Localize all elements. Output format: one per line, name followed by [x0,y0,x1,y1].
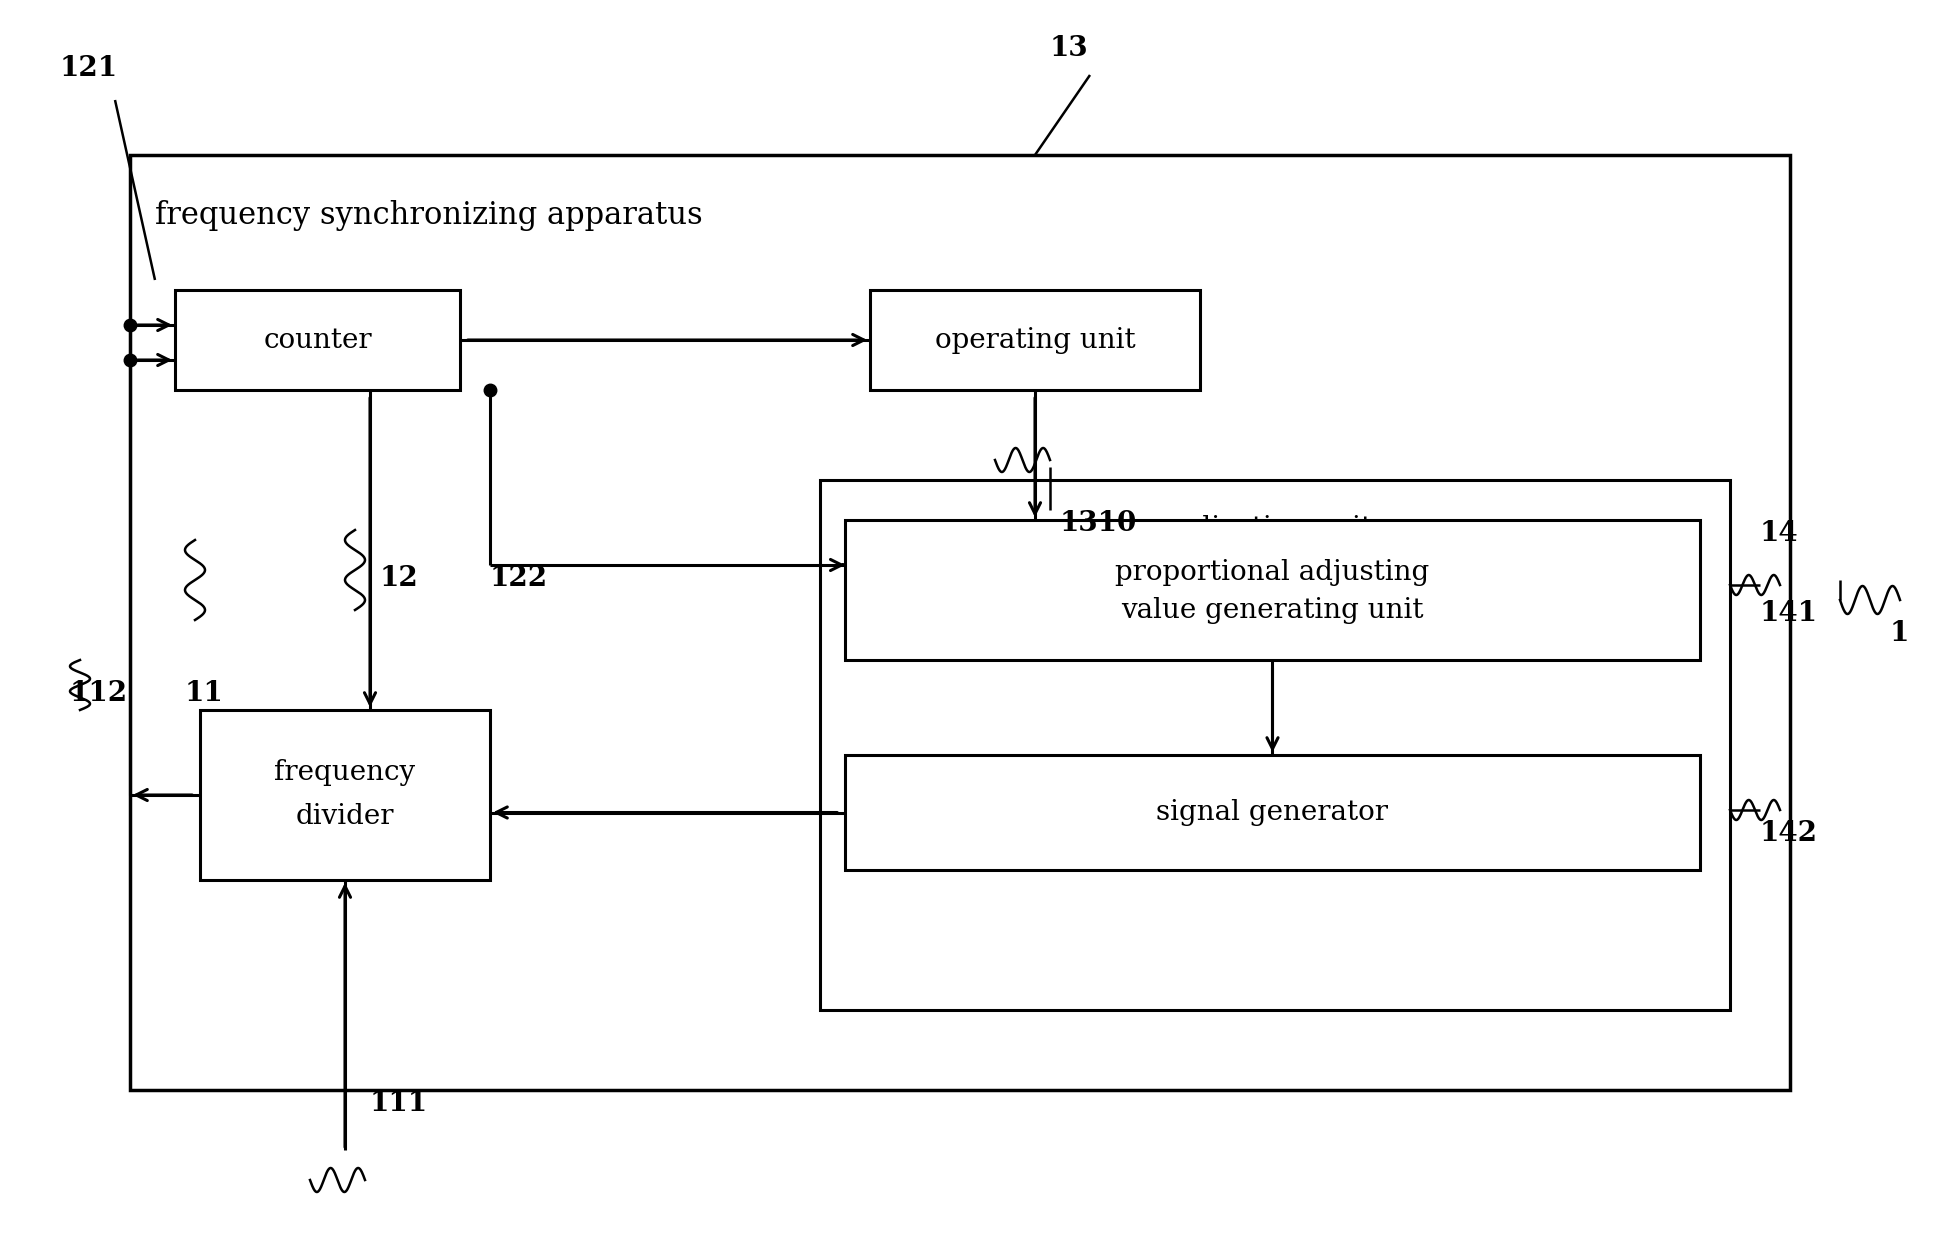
Bar [174,291,460,390]
Bar [845,520,1699,660]
Bar [869,291,1200,390]
Bar [820,481,1730,1010]
Text: 142: 142 [1759,820,1816,847]
Text: 1310: 1310 [1059,509,1137,537]
Text: frequency synchronizing apparatus: frequency synchronizing apparatus [155,200,703,231]
Text: 12: 12 [380,565,419,593]
Text: counter: counter [262,327,372,353]
Bar [200,710,489,881]
Text: signal generator: signal generator [1157,799,1388,827]
Text: adjusting unit: adjusting unit [1176,515,1372,542]
Text: 111: 111 [370,1089,429,1117]
Text: 1: 1 [1889,620,1908,647]
Text: proportional adjusting: proportional adjusting [1115,560,1429,586]
Text: 112: 112 [70,681,127,707]
Text: 141: 141 [1759,600,1816,626]
Text: operating unit: operating unit [933,327,1135,353]
Text: divider: divider [296,804,393,830]
Text: 13: 13 [1049,35,1088,62]
Bar [845,755,1699,871]
Text: value generating unit: value generating unit [1121,596,1423,624]
Text: 14: 14 [1759,520,1798,547]
Bar [129,155,1789,1089]
Text: 121: 121 [61,55,117,82]
Text: frequency: frequency [274,760,415,786]
Text: 122: 122 [489,565,548,593]
Text: 11: 11 [184,681,223,707]
